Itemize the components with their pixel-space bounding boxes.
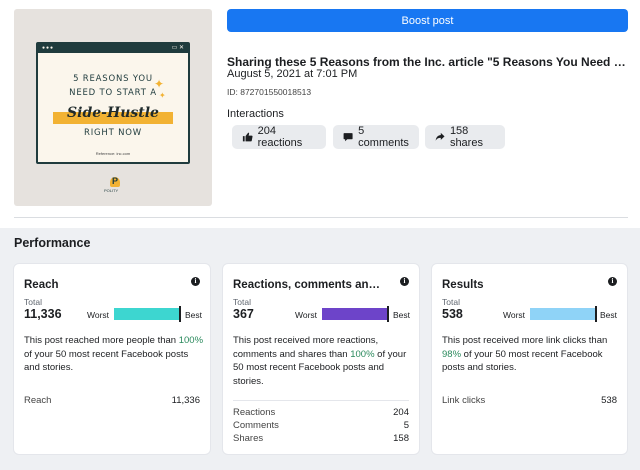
best-label: Best (600, 310, 618, 320)
window-dots-icon: ●●● (42, 45, 55, 51)
post-summary-card: ●●● ▭ ✕ 5 REASONS YOU NEED TO START A Si… (0, 0, 640, 250)
metric-row: Link clicks 538 (442, 395, 617, 406)
shares-count: 158 shares (449, 125, 483, 149)
desc-percent: 98% (442, 348, 462, 360)
best-marker (387, 306, 389, 322)
graphic-line-1: 5 REASONS YOU (73, 74, 153, 84)
thumbnail-graphic: ●●● ▭ ✕ 5 REASONS YOU NEED TO START A Si… (36, 42, 190, 164)
total-label: Total (442, 297, 460, 307)
total-value: 11,336 (24, 307, 62, 321)
performance-bar (114, 306, 181, 322)
comment-icon (343, 133, 353, 142)
brand-logo: P POLITY (104, 176, 126, 193)
total-label: Total (24, 297, 42, 307)
thumbs-up-icon (242, 132, 253, 142)
desc-percent: 100% (178, 335, 204, 346)
graphic-reference: Reference: inc.com (95, 151, 131, 156)
info-icon[interactable]: i (400, 277, 409, 286)
desc-text: This post received more reactions, comme… (233, 335, 379, 360)
total-value: 367 (233, 307, 254, 321)
graphic-line-2: NEED TO START A (69, 88, 157, 98)
metric-label: Link clicks (442, 395, 486, 406)
share-arrow-icon (435, 132, 445, 141)
desc-text: This post received more link clicks than (442, 335, 608, 346)
shares-pill[interactable]: 158 shares (425, 125, 505, 149)
card-title: Reach (24, 279, 59, 291)
metric-value: 204 (393, 407, 409, 418)
metric-row: Comments 5 (233, 420, 409, 431)
post-id: ID: 872701550018513 (227, 87, 312, 97)
metric-value: 538 (601, 395, 617, 406)
post-title: Sharing these 5 Reasons from the Inc. ar… (227, 55, 628, 69)
desc-text-end: of your 50 most recent Facebook posts an… (442, 348, 603, 374)
metric-label: Reach (24, 395, 52, 406)
performance-bar-fill (114, 308, 181, 320)
card-description: This post received more link clicks than… (442, 334, 624, 375)
window-controls-icon: ▭ ✕ (171, 45, 184, 51)
desc-text: This post reached more people than (24, 335, 179, 346)
metric-value: 11,336 (171, 395, 200, 406)
worst-label: Worst (87, 310, 110, 320)
metric-row: Reactions 204 (233, 407, 409, 418)
best-marker (179, 306, 181, 322)
metric-row: Reach 11,336 (24, 395, 200, 406)
performance-bar-fill (322, 308, 389, 320)
logo-letter: P (112, 176, 119, 186)
card-title: Reactions, comments and shares (233, 279, 383, 291)
best-label: Best (393, 310, 411, 320)
card-description: This post received more reactions, comme… (233, 334, 415, 388)
worst-label: Worst (295, 310, 318, 320)
results-card: Results i Total 538 Worst Best This post… (431, 263, 628, 455)
boost-post-button[interactable]: Boost post (227, 9, 628, 32)
sparkle-icon: ✦ ✦ (154, 77, 166, 100)
section-divider (14, 217, 628, 218)
best-marker (595, 306, 597, 322)
metric-value: 5 (403, 420, 409, 431)
comments-count: 5 comments (358, 125, 409, 149)
total-label: Total (233, 297, 251, 307)
metric-label: Shares (233, 433, 264, 444)
total-value: 538 (442, 307, 463, 321)
best-label: Best (185, 310, 203, 320)
graphic-browser-bar: ●●● ▭ ✕ (38, 44, 188, 53)
reach-card: Reach i Total 11,336 Worst Best This pos… (13, 263, 211, 455)
metric-label: Comments (233, 420, 279, 431)
metric-label: Reactions (233, 407, 276, 418)
graphic-highlight (53, 112, 173, 124)
logo-mark (110, 177, 120, 187)
comments-pill[interactable]: 5 comments (333, 125, 419, 149)
performance-bar-fill (530, 308, 596, 320)
engagement-card: Reactions, comments and shares i Total 3… (222, 263, 420, 455)
worst-label: Worst (503, 310, 526, 320)
graphic-line-3: RIGHT NOW (84, 128, 142, 138)
desc-text-end: of your 50 most recent Facebook posts an… (233, 348, 407, 387)
reactions-pill[interactable]: 204 reactions (232, 125, 326, 149)
card-description: This post reached more people than 100% … (24, 334, 206, 375)
post-thumbnail[interactable]: ●●● ▭ ✕ 5 REASONS YOU NEED TO START A Si… (14, 9, 212, 206)
performance-bar (530, 306, 597, 322)
logo-text: POLITY (104, 188, 119, 193)
info-icon[interactable]: i (608, 277, 617, 286)
graphic-script-text: Side-Hustle (67, 105, 159, 121)
desc-text-end: of your 50 most recent Facebook posts an… (24, 348, 189, 374)
post-date: August 5, 2021 at 7:01 PM (227, 68, 358, 80)
card-title: Results (442, 279, 484, 291)
interactions-label: Interactions (227, 108, 284, 120)
metric-value: 158 (393, 433, 409, 444)
reactions-count: 204 reactions (257, 125, 303, 149)
card-divider (233, 400, 409, 401)
performance-heading: Performance (14, 236, 91, 250)
desc-percent: 100% (350, 348, 375, 360)
info-icon[interactable]: i (191, 277, 200, 286)
performance-bar (322, 306, 389, 322)
metric-row: Shares 158 (233, 433, 409, 444)
